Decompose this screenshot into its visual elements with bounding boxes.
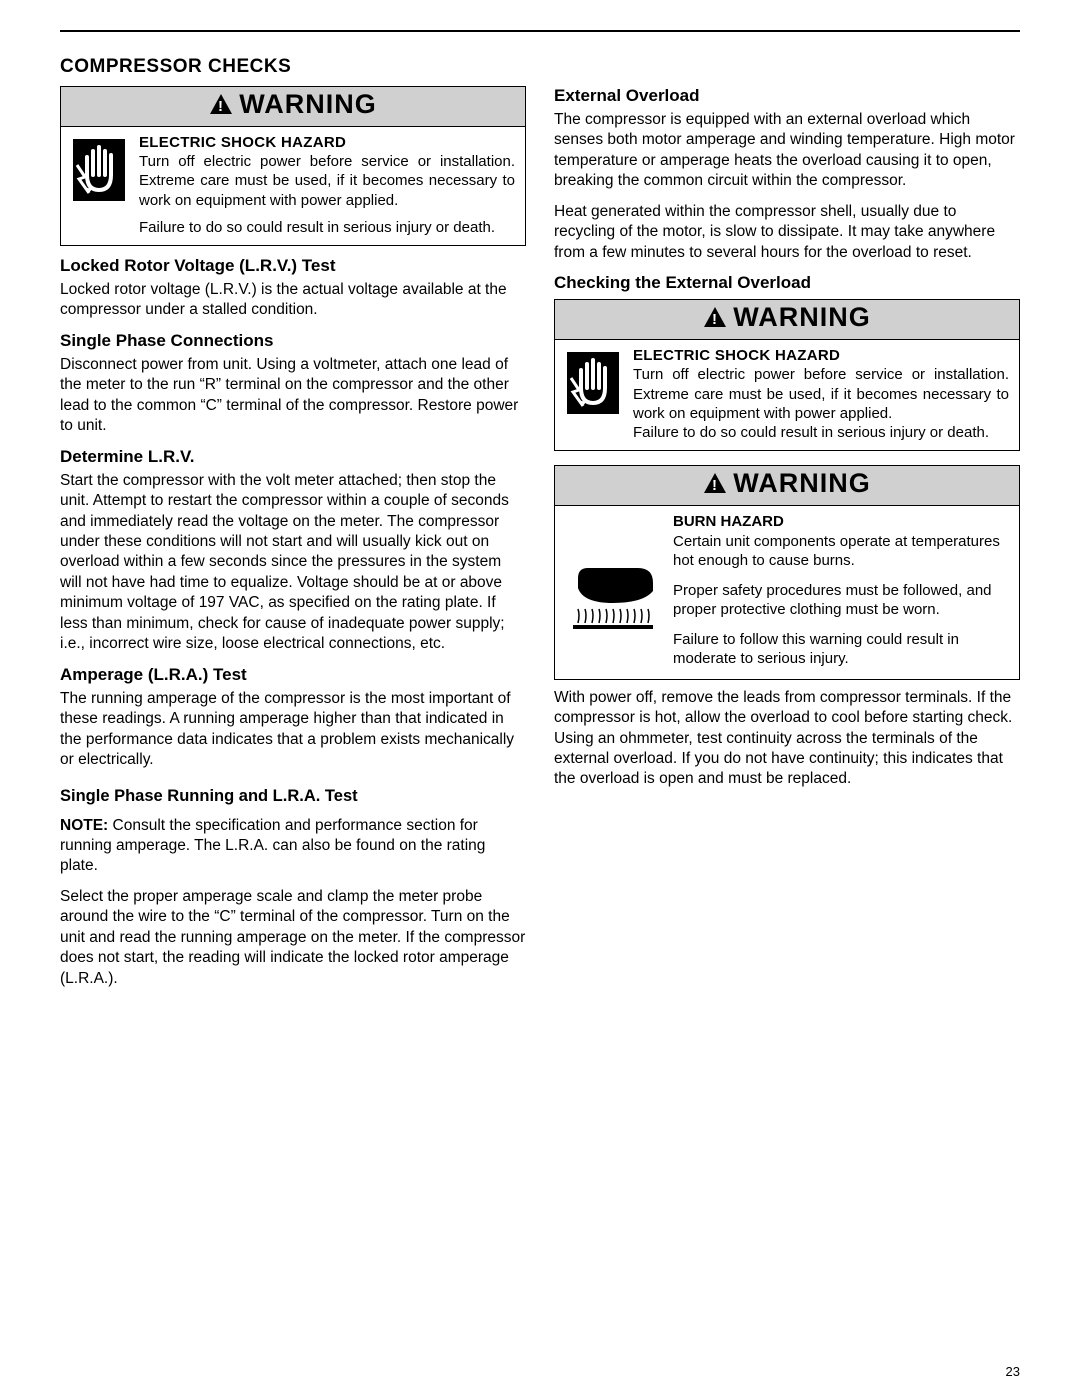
- shock-hand-icon: [563, 346, 623, 442]
- heading-determine-lrv: Determine L.R.V.: [60, 447, 526, 467]
- warning-p2: Failure to do so could result in serious…: [633, 424, 989, 441]
- warning-body: ELECTRIC SHOCK HAZARD Turn off electric p…: [61, 127, 525, 245]
- heading-amperage-test: Amperage (L.R.A.) Test: [60, 665, 526, 685]
- page-title: COMPRESSOR CHECKS: [60, 56, 1020, 78]
- warning-body: BURN HAZARD Certain unit components opera…: [555, 506, 1019, 679]
- heading-single-phase-conn: Single Phase Connections: [60, 331, 526, 351]
- heading-single-phase-running: Single Phase Running and L.R.A. Test: [60, 787, 526, 806]
- page-number: 23: [1006, 1364, 1020, 1379]
- warning-box-shock-2: ! WARNING ELECTRIC SHOCK HAZARD Turn off …: [554, 299, 1020, 451]
- warning-text: ELECTRIC SHOCK HAZARD Turn off electric p…: [633, 346, 1009, 442]
- warning-label: WARNING: [239, 89, 377, 119]
- note-rest: Consult the specification and performanc…: [60, 817, 485, 875]
- hazard-title: ELECTRIC SHOCK HAZARD: [633, 347, 840, 364]
- warning-p1: Turn off electric power before service o…: [139, 153, 515, 208]
- warning-header: ! WARNING: [61, 87, 525, 127]
- para-determine: Start the compressor with the volt meter…: [60, 471, 526, 655]
- warning-label: WARNING: [733, 302, 871, 332]
- para-amperage: The running amperage of the compressor i…: [60, 689, 526, 771]
- shock-hand-icon: [69, 133, 129, 237]
- heading-checking-overload: Checking the External Overload: [554, 273, 1020, 293]
- warning-p2: Failure to do so could result in serious…: [139, 218, 515, 237]
- warning-triangle-icon: !: [703, 304, 727, 335]
- burn-p1: Certain unit components operate at tempe…: [673, 533, 1000, 570]
- svg-text:!: !: [712, 311, 718, 328]
- warning-triangle-icon: !: [703, 470, 727, 501]
- left-column: ! WARNING ELECTRIC SHOCK HAZARD Turn off …: [60, 86, 526, 999]
- para-ext-2: Heat generated within the compressor she…: [554, 202, 1020, 263]
- right-column: External Overload The compressor is equi…: [554, 86, 1020, 999]
- warning-header: ! WARNING: [555, 300, 1019, 340]
- warning-p1: Turn off electric power before service o…: [633, 366, 1009, 421]
- para-select-scale: Select the proper amperage scale and cla…: [60, 887, 526, 989]
- heading-lrv-test: Locked Rotor Voltage (L.R.V.) Test: [60, 256, 526, 276]
- heading-external-overload: External Overload: [554, 86, 1020, 106]
- burn-hand-icon: [563, 512, 663, 669]
- para-spc: Disconnect power from unit. Using a volt…: [60, 355, 526, 437]
- para-note: NOTE: Consult the specification and perf…: [60, 816, 526, 877]
- hazard-title: BURN HAZARD: [673, 513, 784, 530]
- hazard-title: ELECTRIC SHOCK HAZARD: [139, 134, 346, 151]
- warning-text: BURN HAZARD Certain unit components opera…: [673, 512, 1009, 669]
- warning-label: WARNING: [733, 468, 871, 498]
- burn-p3: Failure to follow this warning could res…: [673, 630, 1009, 669]
- svg-text:!: !: [712, 477, 718, 494]
- burn-p2: Proper safety procedures must be followe…: [673, 581, 1009, 620]
- warning-body: ELECTRIC SHOCK HAZARD Turn off electric p…: [555, 340, 1019, 450]
- warning-header: ! WARNING: [555, 466, 1019, 506]
- para-ext-1: The compressor is equipped with an exter…: [554, 110, 1020, 192]
- two-column-layout: ! WARNING ELECTRIC SHOCK HAZARD Turn off …: [60, 86, 1020, 999]
- top-rule: [60, 30, 1020, 32]
- warning-triangle-icon: !: [209, 91, 233, 122]
- warning-box-shock-1: ! WARNING ELECTRIC SHOCK HAZARD Turn off …: [60, 86, 526, 246]
- svg-text:!: !: [218, 98, 224, 115]
- warning-box-burn: ! WARNING: [554, 465, 1020, 680]
- para-check-overload: With power off, remove the leads from co…: [554, 688, 1020, 790]
- para-lrv: Locked rotor voltage (L.R.V.) is the act…: [60, 280, 526, 321]
- warning-text: ELECTRIC SHOCK HAZARD Turn off electric p…: [139, 133, 515, 237]
- note-bold: NOTE:: [60, 817, 108, 834]
